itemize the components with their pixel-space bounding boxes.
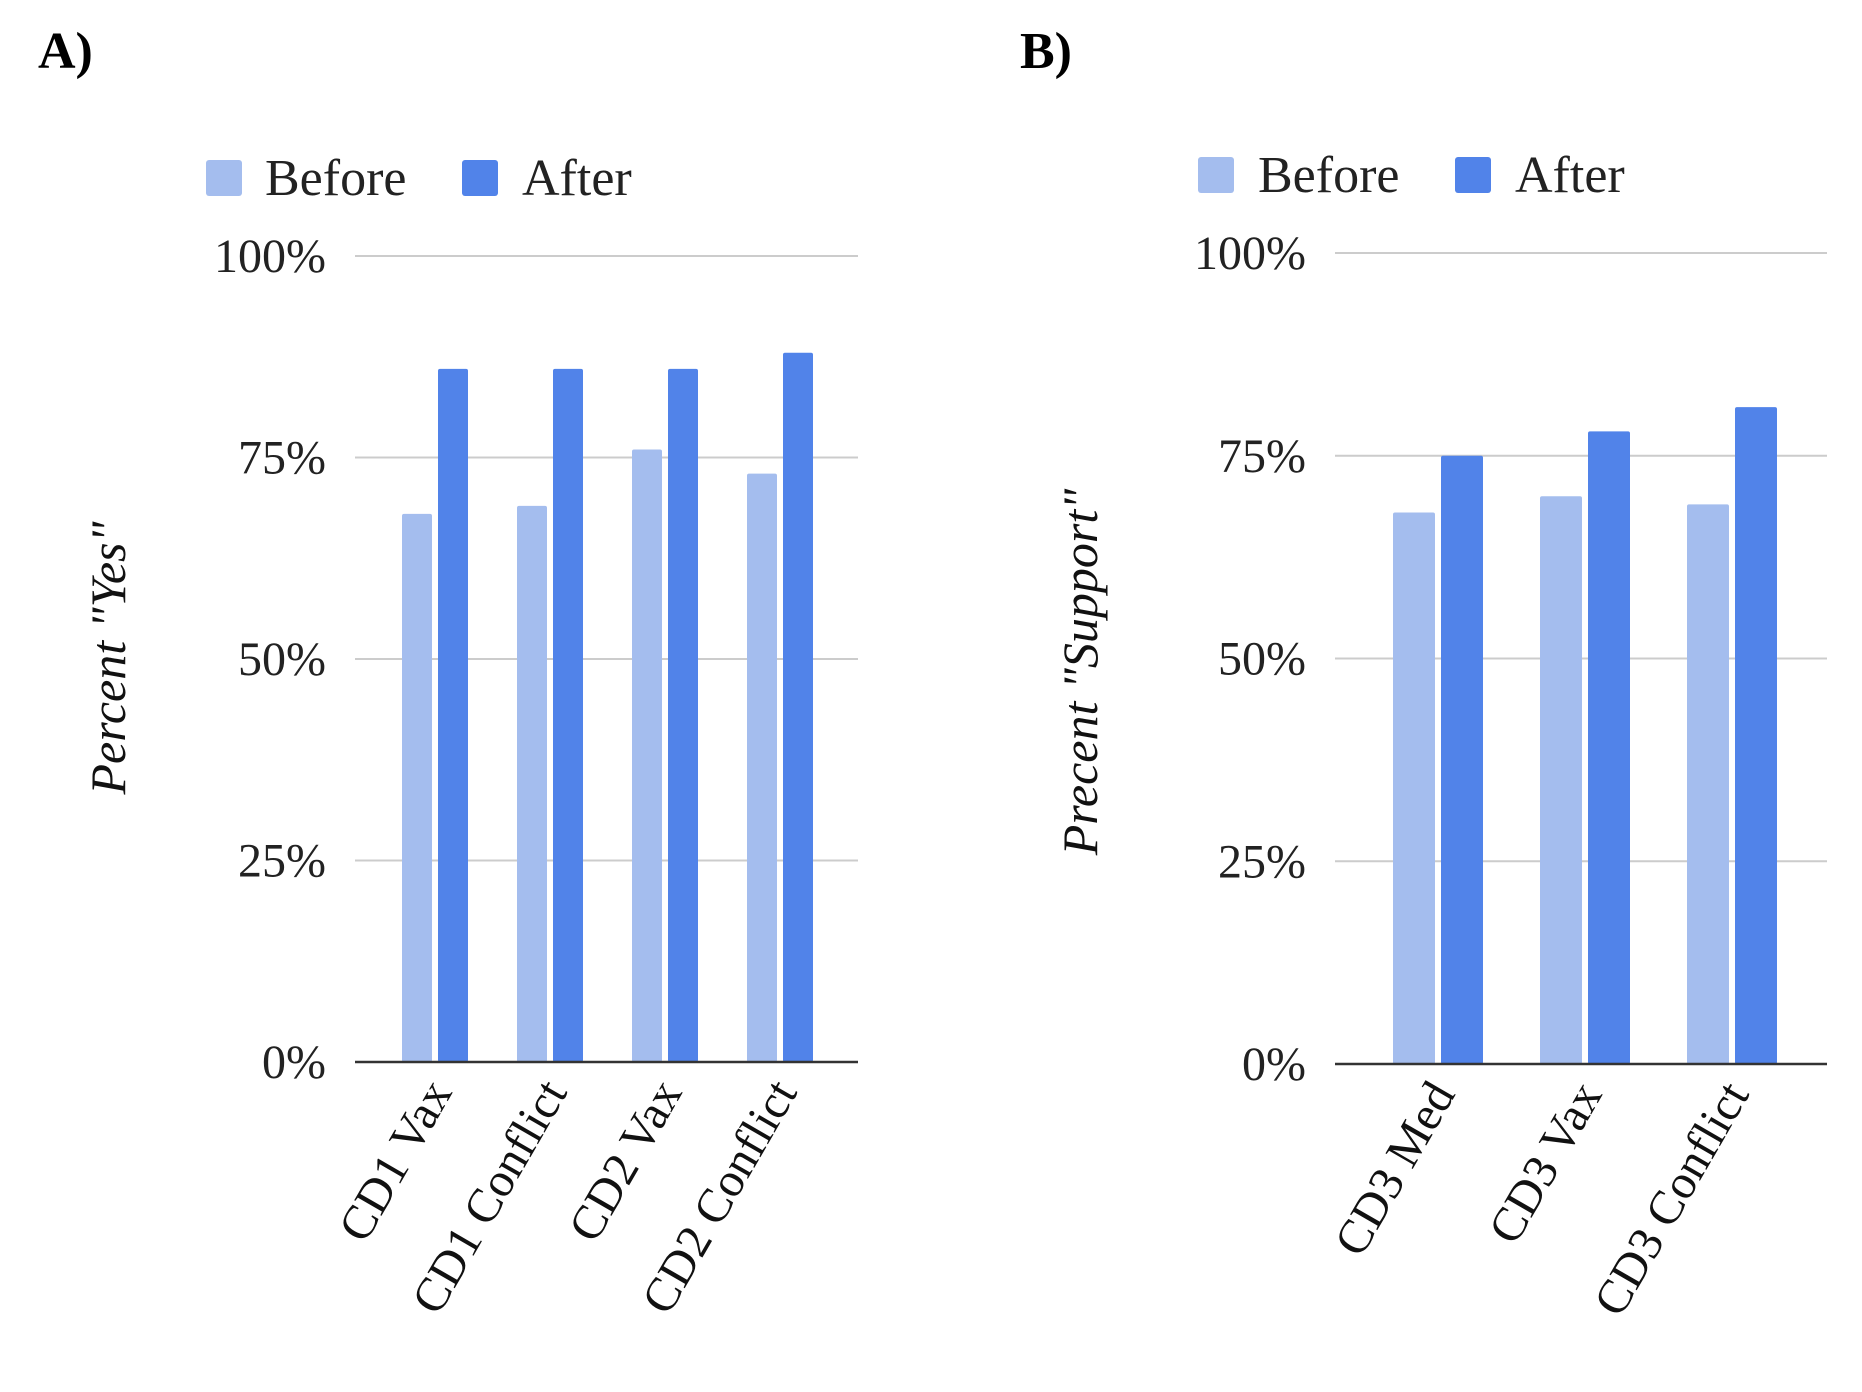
panel-a-legend-swatch-before (206, 160, 242, 196)
panel-a-bar-after-1 (438, 368, 468, 1063)
panel-a-y-tick-label: 0% (262, 1036, 326, 1089)
panel-a-y-tick-label: 75% (238, 432, 326, 485)
panel-b-y-tick-label: 25% (1218, 835, 1306, 888)
panel-b-bar-before-1 (1393, 512, 1435, 1064)
panel-b-y-tick-label: 0% (1242, 1038, 1306, 1091)
panel-a-y-tick-label: 25% (238, 835, 326, 888)
panel-a-bar-after-4 (783, 352, 813, 1063)
panel-a-bar-before-4 (747, 473, 777, 1062)
panel-a-legend-swatch-after (462, 160, 498, 196)
panel-b-y-tick-label: 100% (1194, 227, 1306, 280)
panel-b-bar-after-1 (1441, 455, 1483, 1064)
panel-b-legend-swatch-before (1198, 157, 1234, 193)
panel-a-bar-after-2 (553, 368, 583, 1063)
panel-b-bar-after-3 (1735, 407, 1777, 1065)
panel-b-category-label: CD3 Vax (1478, 1073, 1612, 1252)
panel-a-bar-before-3 (632, 449, 662, 1062)
panel-a-bar-before-2 (517, 505, 547, 1062)
panel-a-bar-after-3 (668, 368, 698, 1063)
panel-b-bar-before-2 (1540, 496, 1582, 1064)
panel-b-bar-before-3 (1687, 504, 1729, 1064)
panel-b-label: B) (1020, 23, 1072, 80)
panel-b-category-label: CD3 Conflict (1584, 1072, 1760, 1324)
panel-a-category-label: CD1 Vax (328, 1071, 462, 1250)
panel-a-y-axis-title: Percent "Yes" (80, 521, 136, 796)
panel-a-label: A) (38, 23, 93, 80)
panel-b-legend-label-after: After (1515, 147, 1625, 204)
panel-a-y-tick-label: 50% (238, 633, 326, 686)
panel-b-category-label: CD3 Med (1324, 1073, 1465, 1265)
panel-b-legend-swatch-after (1455, 157, 1491, 193)
panel-b-y-tick-label: 75% (1218, 430, 1306, 483)
panel-a-bar-before-1 (402, 513, 432, 1062)
panel-a-category-label: CD2 Vax (558, 1071, 692, 1250)
panel-b-legend-label-before: Before (1258, 147, 1399, 204)
panel-a-legend-label-before: Before (265, 150, 406, 207)
panel-b-bar-after-2 (1588, 431, 1630, 1064)
panel-b-y-axis-title: Precent "Support" (1052, 488, 1108, 856)
panel-b-y-tick-label: 50% (1218, 633, 1306, 686)
panel-a-y-tick-label: 100% (214, 230, 326, 283)
panel-a-legend-label-after: After (522, 150, 632, 207)
